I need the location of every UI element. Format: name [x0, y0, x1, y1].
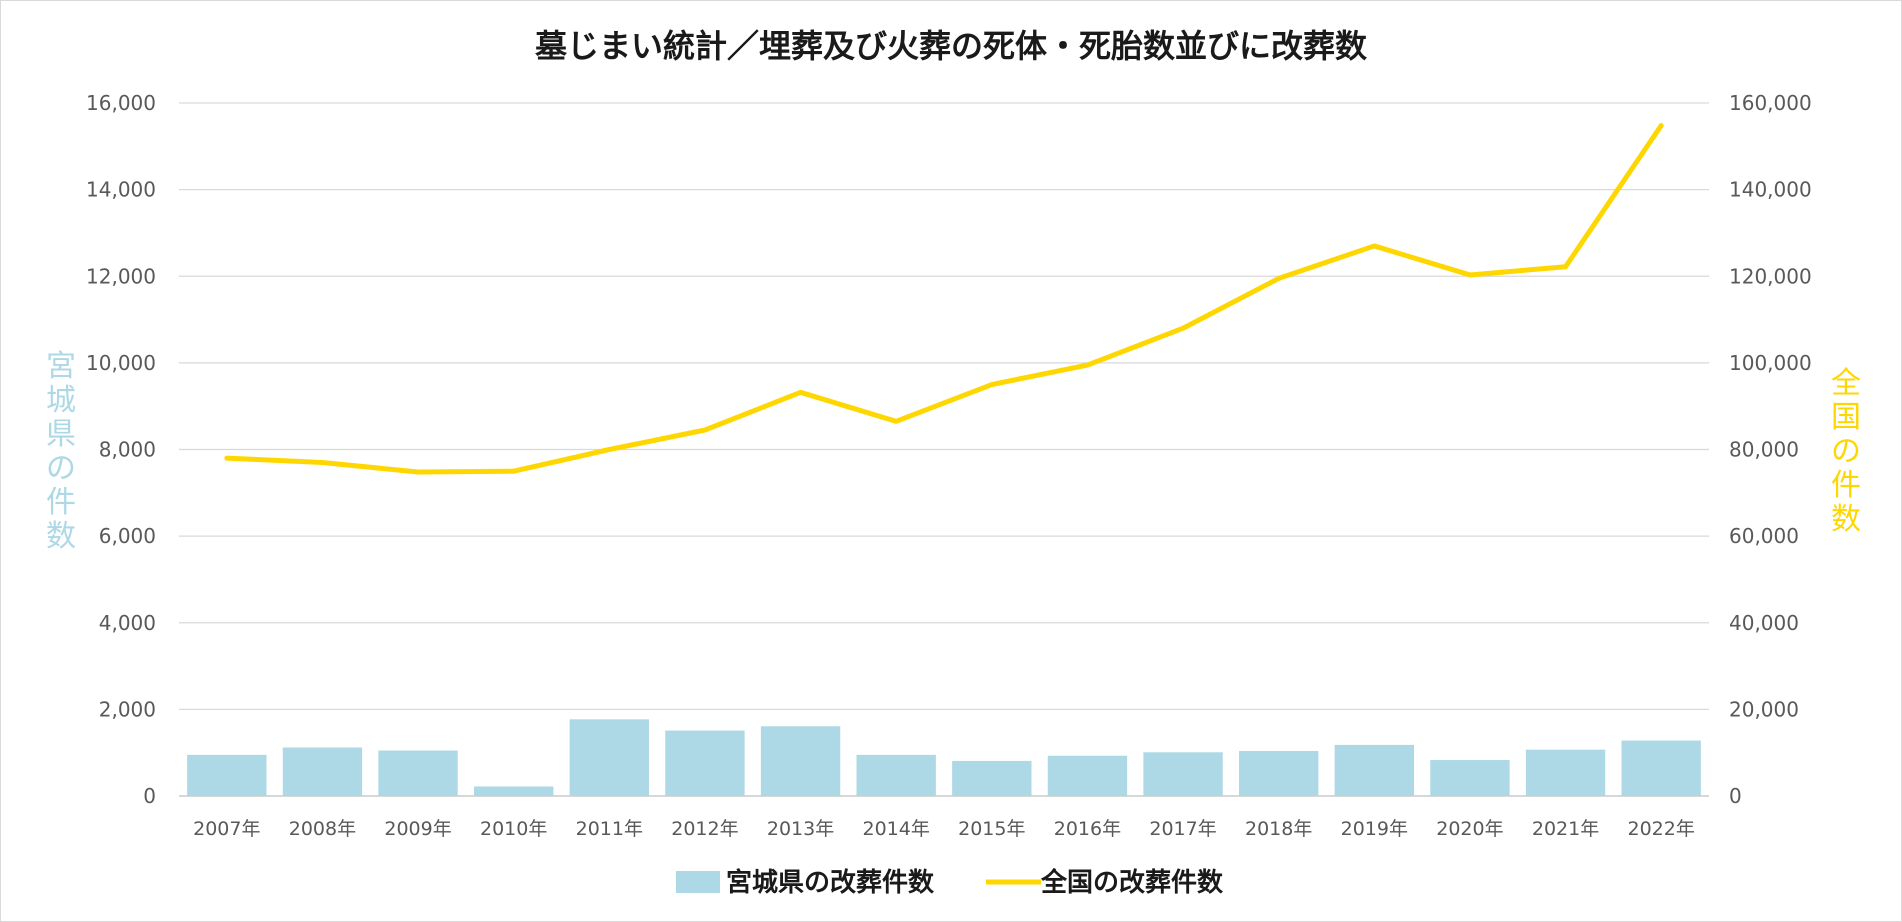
- x-axis-ticks: 2007年 2008年 2009年 2010年 2011年 2012年 2013年 2014年…: [193, 818, 1695, 840]
- x-tick-label: 2021年: [1532, 818, 1599, 840]
- right-tick-label: 40,000: [1729, 611, 1799, 635]
- x-tick-label: 2008年: [289, 818, 356, 840]
- x-tick-label: 2012年: [671, 818, 738, 840]
- left-tick-label: 12,000: [86, 264, 156, 288]
- legend: 宮城県の改葬件数 全国の改葬件数: [676, 867, 1224, 898]
- right-tick-label: 80,000: [1729, 438, 1799, 462]
- bar: [1239, 750, 1319, 796]
- x-tick-label: 2011年: [576, 818, 643, 840]
- right-tick-label: 60,000: [1729, 524, 1799, 548]
- right-axis-title: 全国の件数: [1831, 366, 1861, 537]
- bar: [378, 750, 458, 796]
- chart-title: 墓じまい統計／埋葬及び火葬の死体・死胎数並びに改葬数: [534, 27, 1368, 65]
- x-tick-label: 2016年: [1054, 818, 1121, 840]
- x-tick-label: 2015年: [958, 818, 1025, 840]
- bar: [856, 754, 936, 796]
- bar: [1621, 740, 1701, 796]
- x-tick-label: 2018年: [1245, 818, 1312, 840]
- axis-title-text: 全国の件数: [1831, 366, 1861, 537]
- x-tick-label: 2014年: [863, 818, 930, 840]
- left-tick-label: 16,000: [86, 91, 156, 115]
- bar: [1334, 744, 1414, 796]
- right-tick-label: 140,000: [1729, 178, 1812, 202]
- bar: [1430, 760, 1510, 796]
- left-axis-title: 宮城県の件数: [46, 349, 76, 554]
- bar: [1143, 752, 1223, 796]
- x-tick-label: 2013年: [767, 818, 834, 840]
- left-tick-label: 4,000: [99, 611, 156, 635]
- axis-title-text: 宮城県の件数: [46, 349, 76, 554]
- x-tick-label: 2010年: [480, 818, 547, 840]
- left-tick-label: 10,000: [86, 351, 156, 375]
- legend-swatch-bar: [676, 871, 720, 893]
- x-tick-label: 2020年: [1436, 818, 1503, 840]
- legend-label-line: 全国の改葬件数: [1040, 867, 1224, 898]
- grid-lines: [179, 102, 1709, 797]
- line-series: [224, 123, 1664, 475]
- left-axis-ticks: 0 2,000 4,000 6,000 8,000 10,000 12,000 14,000 1…: [86, 91, 156, 808]
- x-tick-label: 2007年: [193, 818, 260, 840]
- left-tick-label: 6,000: [99, 524, 156, 548]
- right-tick-label: 160,000: [1729, 91, 1812, 115]
- bar: [1047, 755, 1128, 796]
- bar: [665, 730, 745, 796]
- right-tick-label: 100,000: [1729, 351, 1812, 375]
- x-tick-label: 2009年: [384, 818, 451, 840]
- right-tick-label: 120,000: [1729, 264, 1812, 288]
- right-tick-label: 0: [1729, 784, 1742, 808]
- x-tick-label: 2022年: [1628, 818, 1695, 840]
- x-tick-label: 2019年: [1341, 818, 1408, 840]
- bar: [569, 719, 649, 796]
- bar: [760, 726, 841, 796]
- bar: [1525, 749, 1606, 796]
- right-tick-label: 20,000: [1729, 697, 1799, 721]
- x-tick-label: 2017年: [1149, 818, 1216, 840]
- bar-series: [187, 719, 1701, 796]
- bar: [282, 747, 363, 796]
- series-line: [224, 123, 1664, 475]
- legend-label-bar: 宮城県の改葬件数: [726, 867, 935, 898]
- left-tick-label: 14,000: [86, 178, 156, 202]
- left-tick-label: 2,000: [99, 697, 156, 721]
- bar: [474, 786, 554, 796]
- bar: [187, 754, 267, 796]
- left-tick-label: 8,000: [99, 438, 156, 462]
- bar: [952, 760, 1032, 796]
- left-tick-label: 0: [143, 784, 156, 808]
- right-axis-ticks: 0 20,000 40,000 60,000 80,000 100,000 120,000 1…: [1729, 91, 1812, 808]
